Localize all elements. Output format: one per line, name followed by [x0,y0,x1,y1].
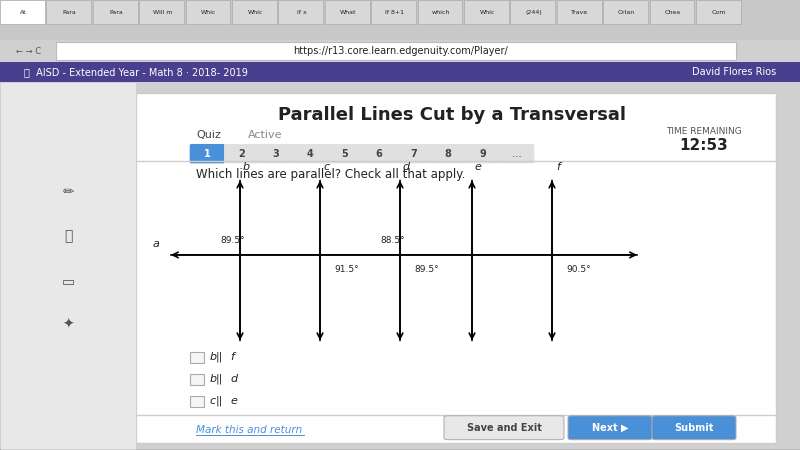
Text: ||: || [216,351,223,362]
Text: b: b [243,162,250,172]
Text: (244): (244) [526,10,542,15]
Text: 90.5°: 90.5° [566,265,591,274]
Text: Parallel Lines Cut by a Transversal: Parallel Lines Cut by a Transversal [278,106,626,124]
Text: Para: Para [62,10,77,15]
Text: Chea: Chea [665,10,681,15]
Text: ||: || [216,396,223,406]
Text: TIME REMAINING: TIME REMAINING [666,127,742,136]
Bar [93,0,138,24]
Text: 12:53: 12:53 [680,138,728,153]
Text: 9: 9 [479,148,486,159]
FancyBboxPatch shape [431,144,465,163]
Bar [696,0,741,24]
Bar [464,0,509,24]
Text: Next ▶: Next ▶ [592,423,628,433]
FancyBboxPatch shape [259,144,293,163]
Text: Active: Active [248,130,282,140]
Text: 2: 2 [238,148,245,159]
Text: At: At [20,10,26,15]
Text: ← → C: ← → C [16,47,41,56]
FancyBboxPatch shape [466,144,499,163]
Text: …: … [512,148,522,159]
Text: 8: 8 [445,148,451,159]
FancyBboxPatch shape [225,144,258,163]
Text: 88.5°: 88.5° [380,236,405,245]
Bar [603,0,648,24]
Text: Com: Com [712,10,726,15]
Text: a: a [153,239,159,249]
Bar [0,82,136,450]
Text: c: c [323,162,330,172]
Text: Whic: Whic [479,10,495,15]
Bar [56,42,736,60]
Text: Whic: Whic [201,10,217,15]
FancyBboxPatch shape [444,416,564,440]
Text: Para: Para [109,10,123,15]
Text: ▭: ▭ [62,274,74,288]
Bar [418,0,462,24]
Bar [0,0,45,24]
Text: d: d [230,374,238,384]
Text: Mark this and return: Mark this and return [196,425,302,435]
Text: Will m: Will m [153,10,172,15]
Text: b: b [210,374,217,384]
Text: f: f [230,352,234,362]
Text: 🎧: 🎧 [64,230,72,243]
Text: b: b [210,352,217,362]
Text: Quiz: Quiz [196,130,221,140]
Text: 6: 6 [376,148,382,159]
Text: 5: 5 [342,148,348,159]
Text: which: which [432,10,450,15]
Bar [139,0,184,24]
Text: David Flores Rios: David Flores Rios [692,67,776,77]
FancyBboxPatch shape [652,416,736,440]
Bar [510,0,555,24]
Text: 1: 1 [204,148,210,159]
Bar [650,0,694,24]
FancyBboxPatch shape [190,144,224,163]
FancyBboxPatch shape [190,352,204,363]
Bar [371,0,416,24]
FancyBboxPatch shape [328,144,362,163]
Text: 89.5°: 89.5° [414,265,439,274]
Text: Trave: Trave [571,10,589,15]
Text: 7: 7 [410,148,417,159]
Text: ||: || [216,374,223,384]
Text: 🏠  AISD - Extended Year - Math 8 · 2018- 2019: 🏠 AISD - Extended Year - Math 8 · 2018- … [24,67,248,77]
Text: 91.5°: 91.5° [334,265,359,274]
Text: e: e [475,162,482,172]
Bar [46,0,91,24]
Bar [232,0,277,24]
Bar [186,0,230,24]
FancyBboxPatch shape [294,144,327,163]
Text: https://r13.core.learn.edgenuity.com/Player/: https://r13.core.learn.edgenuity.com/Pla… [293,46,507,56]
FancyBboxPatch shape [190,374,204,385]
Text: 89.5°: 89.5° [220,236,245,245]
Text: If 8+1: If 8+1 [385,10,404,15]
Bar [278,0,323,24]
Text: c: c [210,396,216,406]
Bar [325,0,370,24]
Text: f: f [557,162,560,172]
Text: 4: 4 [307,148,314,159]
Text: Which lines are parallel? Check all that apply.: Which lines are parallel? Check all that… [196,168,466,181]
Text: e: e [230,396,238,406]
FancyBboxPatch shape [190,396,204,407]
FancyBboxPatch shape [362,144,396,163]
Text: What: What [340,10,356,15]
Text: d: d [403,162,410,172]
Text: ✦: ✦ [62,318,74,332]
Bar [557,0,602,24]
Bar [136,93,776,443]
FancyBboxPatch shape [568,416,652,440]
Text: Save and Exit: Save and Exit [466,423,542,433]
Text: 3: 3 [273,148,279,159]
FancyBboxPatch shape [397,144,430,163]
Text: Orlan: Orlan [618,10,635,15]
FancyBboxPatch shape [500,144,534,163]
Text: Whic: Whic [247,10,263,15]
Text: ✏: ✏ [62,185,74,199]
Text: Submit: Submit [674,423,714,433]
Text: If x: If x [297,10,306,15]
